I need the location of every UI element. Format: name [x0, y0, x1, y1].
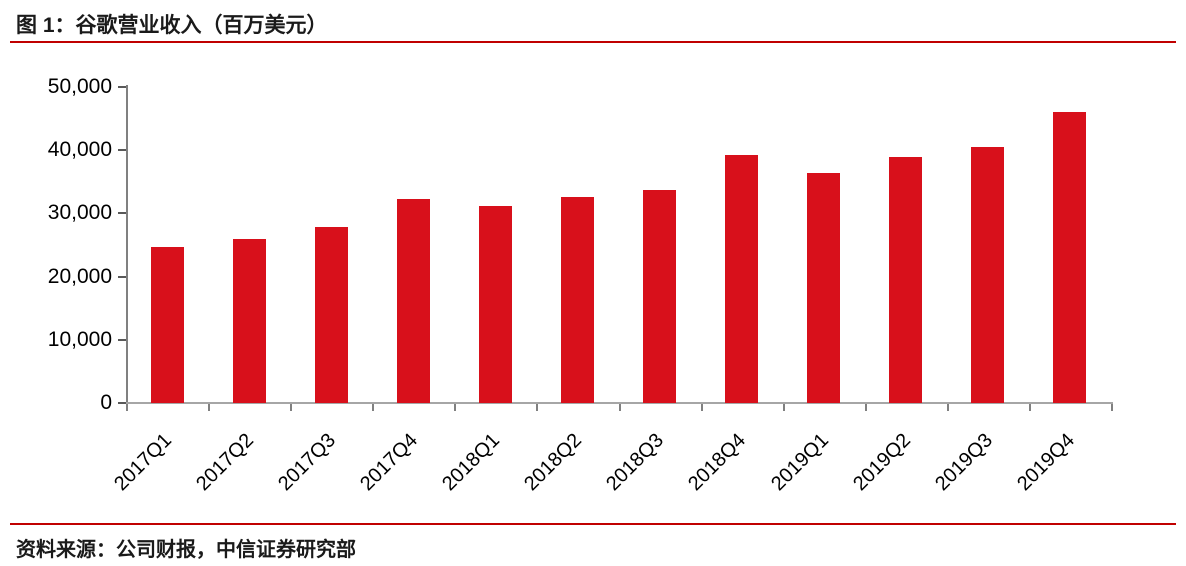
- x-axis-tick-label: 2019Q3: [930, 429, 997, 496]
- bar-2017Q4: [396, 198, 430, 403]
- x-axis-tick: [208, 404, 211, 411]
- x-axis-tick: [864, 404, 867, 411]
- bar-2018Q1: [478, 206, 512, 403]
- bar-2019Q1: [807, 173, 841, 403]
- x-axis-tick: [454, 404, 457, 411]
- bar-2019Q3: [971, 147, 1005, 403]
- y-axis-tick: [118, 212, 126, 215]
- bar-2017Q1: [150, 246, 184, 403]
- y-axis-tick-label: 20,000: [47, 264, 112, 288]
- x-axis-tick: [1111, 404, 1113, 411]
- y-axis-tick-label: 50,000: [47, 75, 112, 98]
- bar-2017Q3: [314, 227, 348, 403]
- x-axis-tick-label: 2018Q4: [684, 429, 751, 496]
- source-note: 资料来源：公司财报，中信证券研究部: [16, 539, 356, 561]
- y-axis-tick: [118, 338, 126, 341]
- figure-title: 图 1：谷歌营业收入（百万美元）: [16, 14, 328, 37]
- x-axis-tick-label: 2017Q3: [274, 429, 341, 496]
- x-axis-tick: [126, 404, 128, 411]
- bar-2018Q4: [725, 154, 759, 403]
- y-axis-tick: [118, 86, 126, 88]
- y-axis-line: [126, 85, 128, 405]
- x-axis-tick: [536, 404, 539, 411]
- x-axis-line: [126, 402, 1113, 404]
- x-axis-tick-label: 2017Q2: [192, 429, 258, 496]
- bar-2018Q3: [643, 189, 677, 403]
- chart-plot: 0 10,000 20,000 30,000 40,000 50,000 2017Q1 201…: [47, 75, 1113, 496]
- footer-divider-rule: [10, 523, 1176, 525]
- x-axis-tick-label: 2018Q1: [438, 429, 505, 496]
- x-axis-tick: [700, 404, 703, 411]
- x-axis-tick-label: 2017Q4: [356, 429, 423, 496]
- x-axis-tick: [290, 404, 293, 411]
- x-axis-tick-label: 2017Q1: [110, 429, 176, 496]
- y-axis-tick: [118, 149, 126, 152]
- bar-2017Q2: [232, 238, 266, 403]
- x-axis-tick: [946, 404, 949, 411]
- x-axis-tick: [372, 404, 375, 411]
- x-axis-tick-label: 2019Q4: [1012, 429, 1079, 496]
- y-axis-tick-label: 30,000: [47, 201, 112, 225]
- y-axis-tick: [118, 402, 126, 404]
- y-axis-tick-label: 10,000: [47, 327, 112, 351]
- y-axis-tick-label: 0: [100, 391, 112, 414]
- y-axis-tick-label: 40,000: [47, 138, 112, 162]
- x-axis-tick: [1028, 404, 1031, 411]
- x-axis-tick-label: 2018Q2: [520, 429, 587, 496]
- x-axis-tick-label: 2018Q3: [602, 429, 669, 496]
- bar-2019Q4: [1053, 111, 1087, 403]
- x-axis-tick: [618, 404, 621, 411]
- y-axis-tick: [118, 275, 126, 278]
- x-axis-tick-label: 2019Q2: [848, 429, 915, 496]
- bar-2019Q2: [889, 156, 923, 403]
- x-axis-tick-label: 2019Q1: [766, 429, 833, 496]
- bar-2018Q2: [560, 196, 594, 403]
- title-divider-rule: [10, 41, 1176, 43]
- x-axis-tick: [782, 404, 785, 411]
